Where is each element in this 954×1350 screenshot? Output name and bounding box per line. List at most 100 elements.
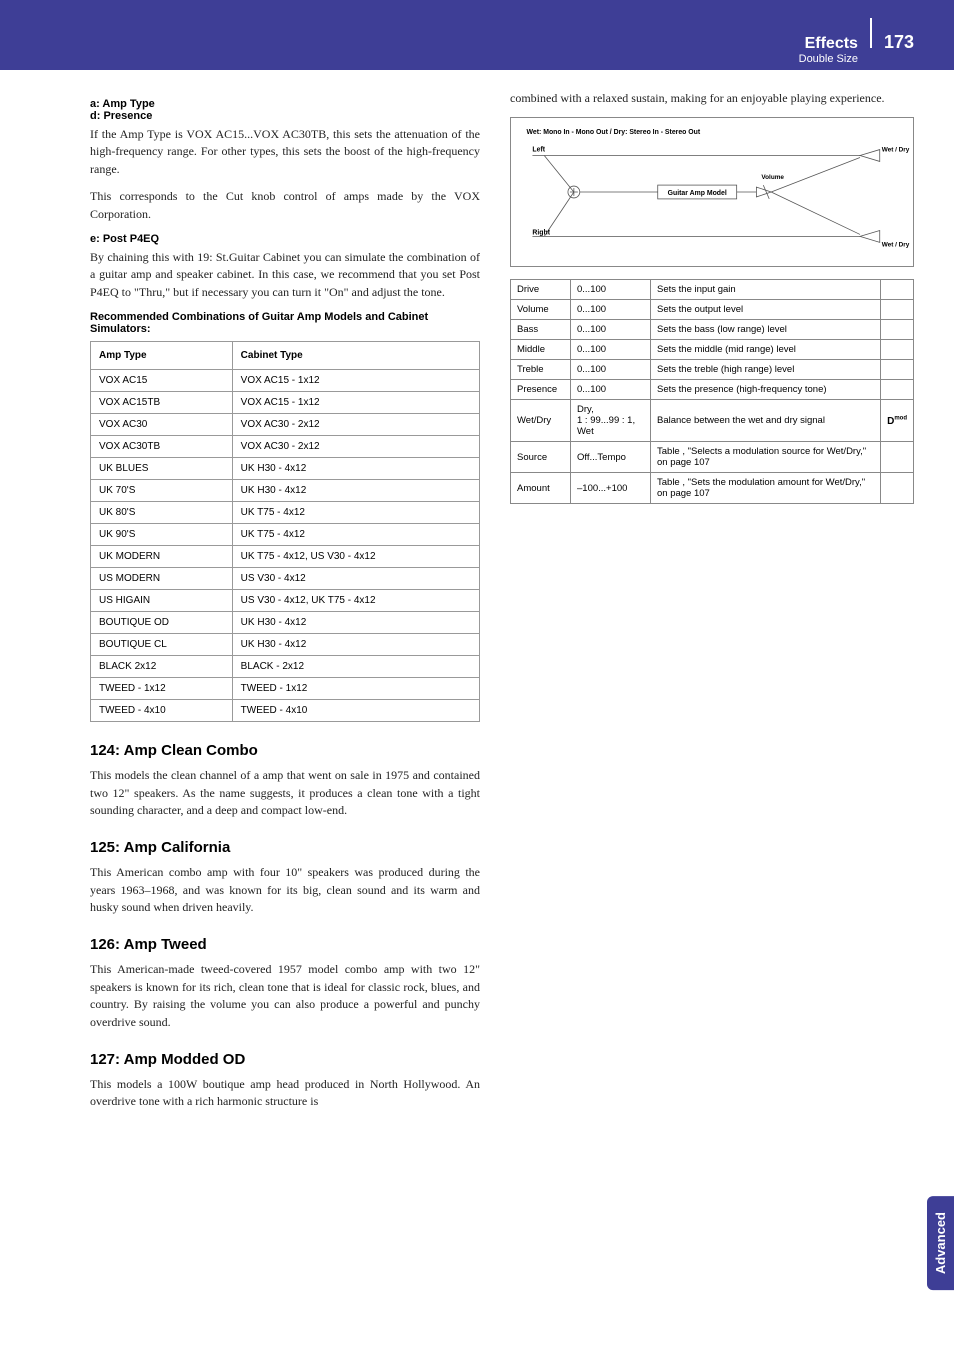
para-post-p4eq: By chaining this with 19: St.Guitar Cabi… — [90, 249, 480, 301]
param-desc: Table , "Selects a modulation source for… — [651, 442, 881, 473]
param-icon — [881, 380, 914, 400]
section-127-title: 127: Amp Modded OD — [90, 1051, 480, 1068]
diagram-wetdry-top: Wet / Dry — [882, 147, 910, 154]
param-name: Middle — [511, 340, 571, 360]
header-page-number: 173 — [884, 32, 914, 53]
table-row: UK 70'SUK H30 - 4x12 — [91, 480, 480, 502]
para-amp-type-2: This corresponds to the Cut knob control… — [90, 188, 480, 223]
para-intro-right: combined with a relaxed sustain, making … — [510, 90, 914, 107]
param-name: Presence — [511, 380, 571, 400]
table-cell: UK 70'S — [91, 480, 233, 502]
table-cell: UK T75 - 4x12 — [232, 502, 479, 524]
param-icon — [881, 320, 914, 340]
table-cell: US V30 - 4x12 — [232, 568, 479, 590]
section-125-title: 125: Amp California — [90, 839, 480, 856]
table-row: TWEED - 4x10TWEED - 4x10 — [91, 700, 480, 722]
param-desc: Sets the output level — [651, 300, 881, 320]
header-effects: Effects — [805, 35, 858, 52]
para-amp-type-1: If the Amp Type is VOX AC15...VOX AC30TB… — [90, 126, 480, 178]
table-row: VOX AC30VOX AC30 - 2x12 — [91, 414, 480, 436]
parameter-table: Drive0...100Sets the input gainVolume0..… — [510, 279, 914, 504]
param-range: 0...100 — [571, 360, 651, 380]
param-range: Off...Tempo — [571, 442, 651, 473]
page-header: Effects Double Size 173 — [0, 0, 954, 70]
subhead-combos: Recommended Combinations of Guitar Amp M… — [90, 311, 480, 335]
table-row: Treble0...100Sets the treble (high range… — [511, 360, 914, 380]
table-cell: UK MODERN — [91, 546, 233, 568]
combo-table: Amp Type Cabinet Type VOX AC15VOX AC15 -… — [90, 341, 480, 722]
param-range: 0...100 — [571, 320, 651, 340]
table-cell: TWEED - 1x12 — [91, 678, 233, 700]
header-right-block: Effects Double Size 173 — [799, 18, 914, 65]
diagram-left-label: Left — [532, 147, 545, 154]
table-row: BOUTIQUE CLUK H30 - 4x12 — [91, 634, 480, 656]
param-name: Drive — [511, 280, 571, 300]
param-desc: Sets the presence (high-frequency tone) — [651, 380, 881, 400]
table-cell: BOUTIQUE OD — [91, 612, 233, 634]
param-icon — [881, 473, 914, 504]
table-cell: VOX AC15 - 1x12 — [232, 370, 479, 392]
table-row: Amount–100...+100Table , "Sets the modul… — [511, 473, 914, 504]
param-desc: Sets the input gain — [651, 280, 881, 300]
table-row: BOUTIQUE ODUK H30 - 4x12 — [91, 612, 480, 634]
diagram-right-label: Right — [532, 230, 550, 237]
subhead-e-post-p4eq: e: Post P4EQ — [90, 233, 480, 245]
table-cell: VOX AC15TB — [91, 392, 233, 414]
param-icon — [881, 300, 914, 320]
param-name: Volume — [511, 300, 571, 320]
table-cell: VOX AC30 - 2x12 — [232, 436, 479, 458]
subhead-a-amp-type: a: Amp Type d: Presence — [90, 98, 480, 122]
param-range: 0...100 — [571, 280, 651, 300]
side-tab-advanced: Advanced — [927, 1196, 954, 1290]
table-cell: UK T75 - 4x12 — [232, 524, 479, 546]
diagram-wetdry-bottom: Wet / Dry — [882, 242, 910, 249]
param-name: Treble — [511, 360, 571, 380]
param-icon — [881, 360, 914, 380]
table-row: UK BLUESUK H30 - 4x12 — [91, 458, 480, 480]
table-row: UK 80'SUK T75 - 4x12 — [91, 502, 480, 524]
section-124-title: 124: Amp Clean Combo — [90, 742, 480, 759]
table-cell: US MODERN — [91, 568, 233, 590]
table-row: Bass0...100Sets the bass (low range) lev… — [511, 320, 914, 340]
table-row: BLACK 2x12BLACK - 2x12 — [91, 656, 480, 678]
table-cell: UK H30 - 4x12 — [232, 458, 479, 480]
table-cell: UK H30 - 4x12 — [232, 480, 479, 502]
param-icon: Dmod — [881, 400, 914, 442]
dmod-icon: Dmod — [887, 416, 907, 427]
table-cell: BLACK 2x12 — [91, 656, 233, 678]
signal-flow-diagram: Wet: Mono In - Mono Out / Dry: Stereo In… — [510, 117, 914, 267]
section-125-body: This American combo amp with four 10" sp… — [90, 864, 480, 916]
table-cell: UK T75 - 4x12, US V30 - 4x12 — [232, 546, 479, 568]
right-column: combined with a relaxed sustain, making … — [510, 90, 914, 1121]
table-row: Wet/DryDry, 1 : 99...99 : 1, WetBalance … — [511, 400, 914, 442]
table-cell: US HIGAIN — [91, 590, 233, 612]
table-cell: TWEED - 4x10 — [91, 700, 233, 722]
param-desc: Balance between the wet and dry signal — [651, 400, 881, 442]
table-row: Middle0...100Sets the middle (mid range)… — [511, 340, 914, 360]
diagram-block-label: Guitar Amp Model — [668, 190, 727, 197]
param-range: –100...+100 — [571, 473, 651, 504]
table-row: VOX AC30TBVOX AC30 - 2x12 — [91, 436, 480, 458]
header-subtitle: Double Size — [799, 53, 858, 65]
table-row: UK 90'SUK T75 - 4x12 — [91, 524, 480, 546]
table-cell: VOX AC30 - 2x12 — [232, 414, 479, 436]
table-row: Drive0...100Sets the input gain — [511, 280, 914, 300]
table-row: TWEED - 1x12TWEED - 1x12 — [91, 678, 480, 700]
diagram-title: Wet: Mono In - Mono Out / Dry: Stereo In… — [527, 129, 701, 136]
param-icon — [881, 442, 914, 473]
table-cell: BOUTIQUE CL — [91, 634, 233, 656]
table-cell: TWEED - 1x12 — [232, 678, 479, 700]
combo-th-cab: Cabinet Type — [232, 342, 479, 370]
param-range: Dry, 1 : 99...99 : 1, Wet — [571, 400, 651, 442]
param-name: Source — [511, 442, 571, 473]
section-126-title: 126: Amp Tweed — [90, 936, 480, 953]
header-divider — [870, 18, 872, 48]
table-cell: VOX AC15 - 1x12 — [232, 392, 479, 414]
param-icon — [881, 340, 914, 360]
param-icon — [881, 280, 914, 300]
table-cell: UK H30 - 4x12 — [232, 612, 479, 634]
table-cell: VOX AC15 — [91, 370, 233, 392]
param-desc: Sets the bass (low range) level — [651, 320, 881, 340]
param-range: 0...100 — [571, 380, 651, 400]
table-row: Volume0...100Sets the output level — [511, 300, 914, 320]
